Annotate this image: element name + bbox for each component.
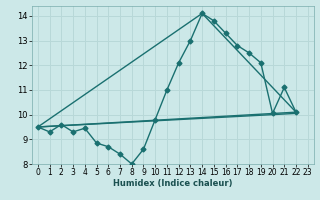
X-axis label: Humidex (Indice chaleur): Humidex (Indice chaleur) <box>113 179 233 188</box>
